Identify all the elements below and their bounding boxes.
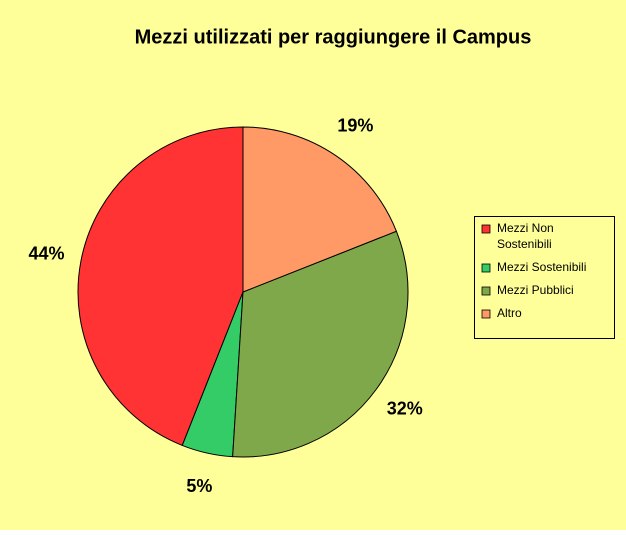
legend-swatch xyxy=(481,224,491,234)
legend-swatch xyxy=(481,286,491,296)
legend-label: Mezzi Non Sostenibili xyxy=(497,221,554,251)
legend-label: Mezzi Sostenibili xyxy=(497,260,586,274)
data-label: 32% xyxy=(387,398,423,418)
legend-label: Altro xyxy=(497,306,522,320)
legend-swatch xyxy=(481,263,491,273)
chart-title: Mezzi utilizzati per raggiungere il Camp… xyxy=(135,26,532,48)
pie-slice xyxy=(232,230,409,458)
pie-slice xyxy=(242,126,398,293)
legend-swatch xyxy=(481,309,491,319)
data-label: 19% xyxy=(337,115,373,135)
data-label: 5% xyxy=(186,476,212,496)
pie-slice xyxy=(77,126,244,447)
data-label: 44% xyxy=(29,243,65,263)
legend-label: Mezzi Pubblici xyxy=(497,283,574,297)
legend-box xyxy=(474,216,615,339)
